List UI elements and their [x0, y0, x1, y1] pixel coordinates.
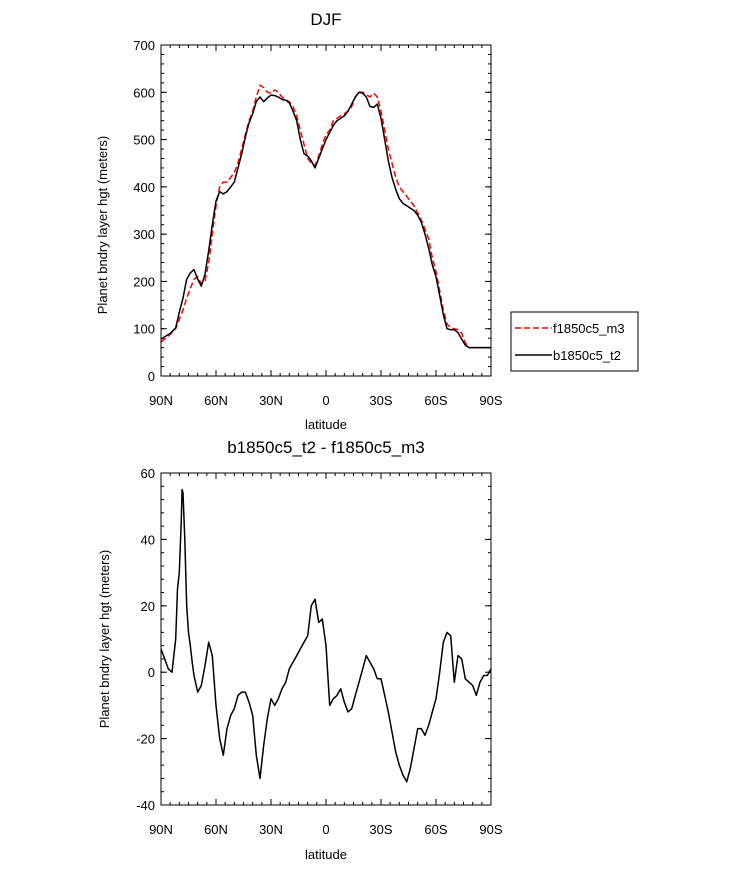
- chart-bottom-x-tick-label: 30N: [259, 822, 283, 837]
- chart-top-ticks: [160, 44, 492, 377]
- chart-bottom-y-tick-label: 40: [141, 532, 155, 547]
- chart-bottom-series-group: [160, 488, 492, 783]
- legend: f1850c5_m3 b1850c5_t2: [510, 311, 639, 372]
- chart-top-plot-frame: [160, 44, 492, 377]
- chart-bottom-y-axis-label: Planet bndry layer hgt (meters): [97, 550, 112, 728]
- chart-bottom-x-tick-label: 60S: [424, 822, 447, 837]
- chart-top-x-tick-label: 90N: [149, 393, 173, 408]
- chart-top-x-tick-label: 60N: [204, 393, 228, 408]
- chart-bottom-y-tick-label: 60: [141, 466, 155, 481]
- chart-top-y-tick-label: 500: [133, 133, 155, 148]
- chart-top-y-tick-label: 100: [133, 322, 155, 337]
- chart-bottom-x-axis-label: latitude: [305, 847, 347, 862]
- chart-bottom-x-tick-label: 30S: [369, 822, 392, 837]
- chart-top-x-tick-label: 30S: [369, 393, 392, 408]
- legend-box: [510, 311, 639, 372]
- chart-top-y-axis-label: Planet bndry layer hgt (meters): [95, 136, 110, 314]
- chart-bottom: b1850c5_t2 - f1850c5_m3 Planet bndry lay…: [97, 438, 503, 862]
- chart-bottom-x-tick-label: 0: [322, 822, 329, 837]
- chart-bottom-series-line-difference: [160, 488, 492, 783]
- chart-top-x-tick-label: 30N: [259, 393, 283, 408]
- chart-bottom-tick-labels: -40 -20 0 20 40 60 90N 60N 30N 0 30S 60S 90S: [136, 466, 503, 837]
- chart-top-title: DJF: [310, 10, 341, 29]
- chart-top-x-tick-label: 60S: [424, 393, 447, 408]
- chart-bottom-x-tick-label: 90S: [479, 822, 502, 837]
- chart-top-x-tick-label: 0: [322, 393, 329, 408]
- chart-bottom-y-tick-label: 0: [148, 665, 155, 680]
- chart-top-series-group: [160, 84, 491, 349]
- chart-top-y-tick-label: 300: [133, 227, 155, 242]
- chart-top-y-tick-label: 200: [133, 274, 155, 289]
- legend-label-f1850c5-m3: f1850c5_m3: [553, 321, 625, 336]
- chart-top-x-axis-label: latitude: [305, 417, 347, 432]
- chart-top-y-tick-label: 600: [133, 85, 155, 100]
- chart-top-y-tick-label: 0: [148, 369, 155, 384]
- chart-bottom-plot-frame: [160, 472, 492, 806]
- chart-top-tick-labels: 0 100 200 300 400 500 600 700 90N 60N 30N 0 30S 60S 90…: [133, 38, 503, 408]
- chart-bottom-y-tick-label: -20: [136, 732, 155, 747]
- chart-top-series-line-f1850c5-m3: [160, 84, 491, 349]
- chart-top-y-tick-label: 400: [133, 180, 155, 195]
- chart-bottom-y-tick-label: -40: [136, 798, 155, 813]
- chart-bottom-title: b1850c5_t2 - f1850c5_m3: [227, 438, 425, 457]
- chart-bottom-x-tick-label: 60N: [204, 822, 228, 837]
- chart-bottom-x-tick-label: 90N: [149, 822, 173, 837]
- chart-top-y-tick-label: 700: [133, 38, 155, 53]
- chart-bottom-y-tick-label: 20: [141, 599, 155, 614]
- legend-label-b1850c5-t2: b1850c5_t2: [553, 348, 621, 363]
- chart-top-x-tick-label: 90S: [479, 393, 502, 408]
- chart-bottom-ticks: [160, 472, 492, 806]
- chart-top: DJF Planet bndry layer hgt (meters) lati…: [95, 10, 503, 432]
- chart-top-series-line-b1850c5-t2: [160, 91, 491, 349]
